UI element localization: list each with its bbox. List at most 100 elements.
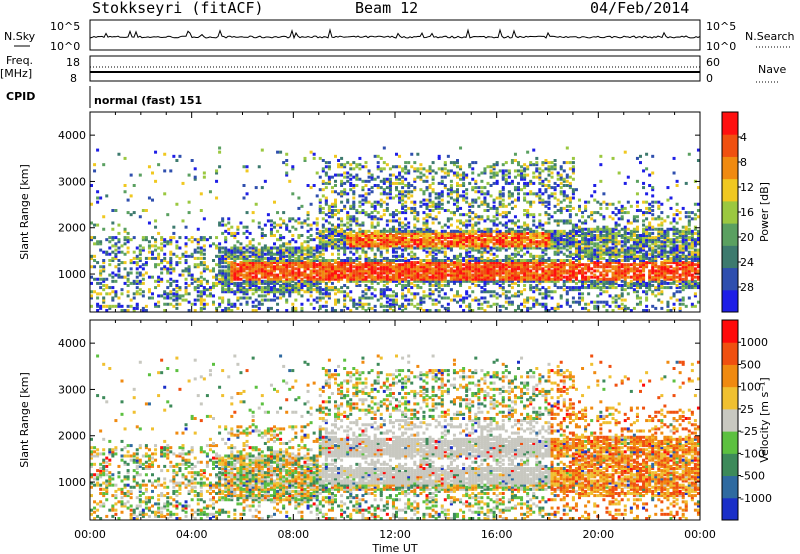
heatmap-cell	[483, 296, 487, 300]
heatmap-cell	[227, 288, 231, 292]
heatmap-cell	[465, 271, 469, 275]
heatmap-cell	[449, 261, 453, 265]
heatmap-cell	[556, 219, 560, 223]
heatmap-cell	[480, 179, 484, 183]
heatmap-cell	[462, 234, 466, 237]
heatmap-cell	[190, 252, 194, 256]
heatmap-cell	[513, 221, 517, 225]
heatmap-cell	[605, 246, 609, 250]
heatmap-cell	[523, 213, 527, 217]
heatmap-cell	[334, 300, 337, 304]
heatmap-cell	[459, 165, 463, 169]
heatmap-cell	[468, 269, 472, 273]
heatmap-cell	[565, 179, 569, 183]
heatmap-cell	[425, 269, 429, 273]
heatmap-cell	[510, 194, 514, 198]
heatmap-cell	[599, 252, 603, 256]
heatmap-cell	[367, 242, 371, 246]
heatmap-cell	[321, 211, 325, 215]
heatmap-cell	[584, 248, 588, 252]
heatmap-cell	[236, 306, 240, 310]
heatmap-cell	[578, 198, 581, 202]
heatmap-cell	[340, 229, 344, 233]
heatmap-cell	[90, 254, 93, 258]
heatmap-cell	[257, 279, 261, 283]
heatmap-cell	[233, 304, 237, 308]
heatmap-cell	[517, 169, 520, 173]
heatmap-cell	[163, 240, 167, 244]
heatmap-cell	[111, 227, 115, 231]
heatmap-cell	[474, 200, 478, 204]
heatmap-cell	[385, 192, 389, 196]
heatmap-cell	[276, 229, 280, 233]
heatmap-cell	[440, 273, 444, 277]
heatmap-cell	[584, 234, 588, 237]
heatmap-cell	[468, 219, 472, 223]
heatmap-cell	[504, 256, 508, 260]
heatmap-cell	[132, 236, 136, 240]
heatmap-cell	[251, 279, 255, 283]
heatmap-cell	[477, 173, 481, 177]
heatmap-cell	[459, 254, 463, 258]
heatmap-cell	[590, 300, 594, 304]
heatmap-cell	[452, 265, 456, 269]
heatmap-cell	[468, 256, 472, 260]
heatmap-cell	[462, 259, 466, 262]
heatmap-cell	[245, 165, 249, 169]
heatmap-cell	[486, 215, 490, 219]
heatmap-cell	[257, 252, 261, 256]
heatmap-cell	[556, 171, 560, 175]
heatmap-cell	[605, 263, 609, 267]
heatmap-cell	[230, 279, 234, 283]
heatmap-cell	[352, 269, 356, 273]
heatmap-cell	[593, 198, 597, 202]
heatmap-cell	[318, 275, 322, 279]
heatmap-cell	[358, 296, 362, 300]
heatmap-cell	[90, 294, 93, 298]
heatmap-cell	[114, 279, 118, 283]
heatmap-cell	[520, 246, 524, 250]
heatmap-cell	[492, 281, 496, 285]
heatmap-cell	[254, 252, 258, 256]
heatmap-cell	[517, 263, 520, 267]
heatmap-cell	[370, 286, 374, 290]
heatmap-cell	[559, 271, 563, 275]
heatmap-cell	[303, 248, 307, 252]
heatmap-cell	[102, 250, 106, 254]
heatmap-cell	[218, 221, 222, 225]
heatmap-cell	[459, 281, 463, 285]
heatmap-cell	[529, 192, 533, 196]
heatmap-cell	[379, 215, 383, 219]
heatmap-cell	[93, 290, 97, 294]
heatmap-cell	[578, 248, 581, 252]
heatmap-cell	[401, 259, 405, 262]
heatmap-cell	[373, 225, 377, 229]
heatmap-cell	[593, 227, 597, 231]
heatmap-cell	[355, 273, 359, 277]
heatmap-cell	[248, 250, 252, 254]
heatmap-cell	[309, 277, 313, 281]
heatmap-cell	[523, 196, 527, 200]
heatmap-cell	[157, 300, 161, 304]
heatmap-cell	[547, 246, 551, 250]
heatmap-cell	[160, 294, 164, 298]
heatmap-cell	[330, 306, 334, 310]
heatmap-cell	[300, 246, 304, 250]
heatmap-cell	[501, 281, 505, 285]
heatmap-cell	[376, 234, 380, 237]
heatmap-cell	[352, 186, 356, 190]
heatmap-cell	[306, 263, 310, 267]
heatmap-cell	[276, 256, 280, 260]
heatmap-cell	[126, 304, 130, 308]
heatmap-cell	[340, 184, 344, 187]
heatmap-cell	[395, 279, 398, 283]
heatmap-cell	[327, 177, 331, 181]
heatmap-cell	[544, 261, 548, 265]
heatmap-cell	[483, 198, 487, 202]
heatmap-cell	[517, 271, 520, 275]
heatmap-cell	[141, 273, 145, 277]
heatmap-cell	[501, 173, 505, 177]
heatmap-cell	[151, 244, 154, 248]
heatmap-cell	[404, 236, 408, 240]
heatmap-cell	[239, 265, 243, 269]
